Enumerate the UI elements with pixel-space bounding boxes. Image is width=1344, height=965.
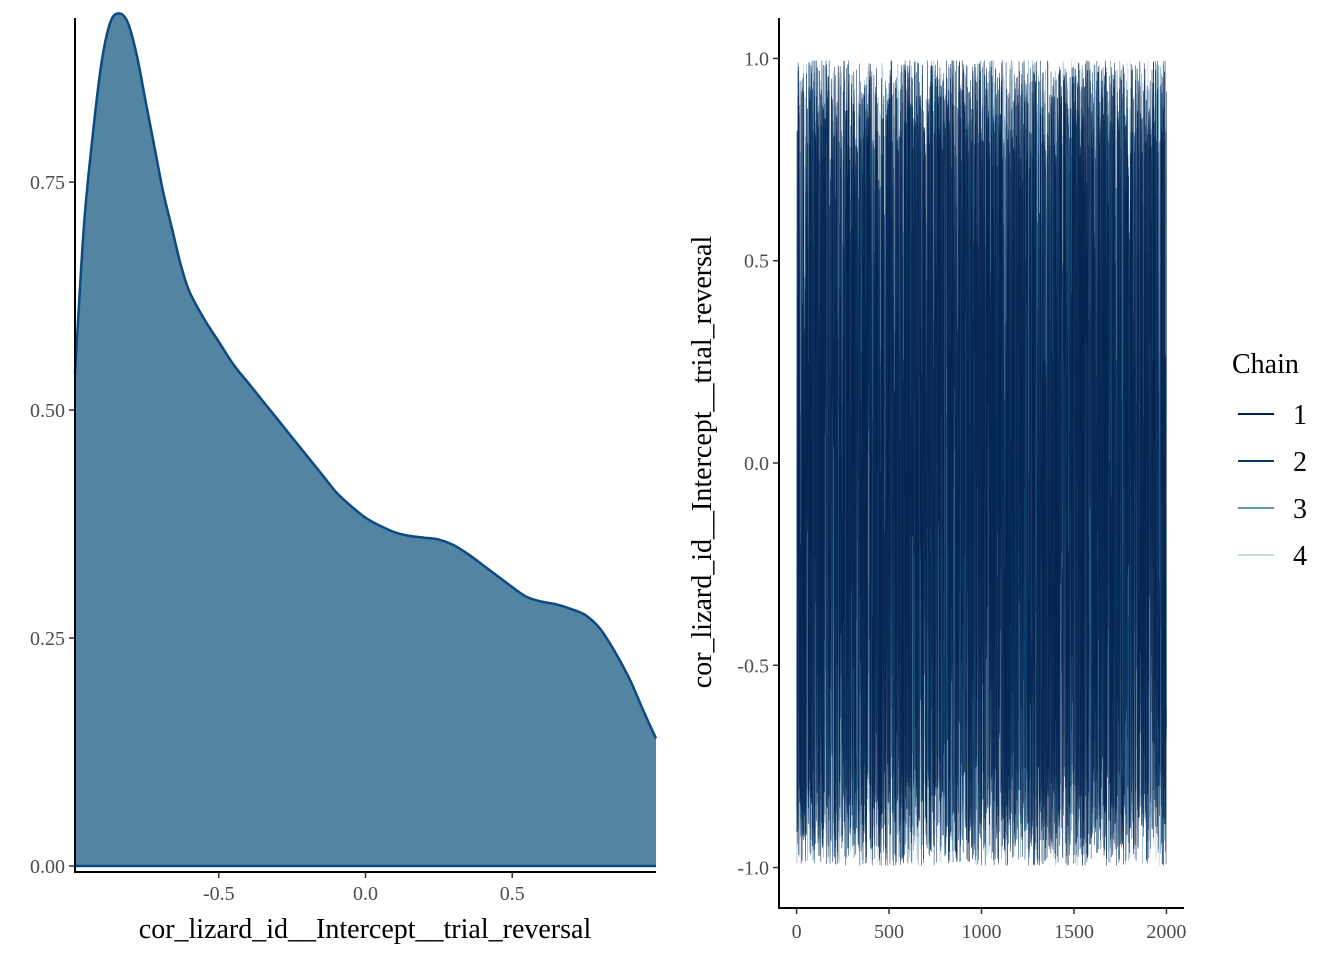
trace-y-tick-label: 0.5 [744,251,769,273]
density-x-ticks: -0.5 0.0 0.5 [203,872,525,905]
trace-x-tick-label: 1500 [1054,921,1094,943]
legend-label-chain-4: 4 [1293,541,1307,572]
trace-x-ticks: 0 500 1000 1500 2000 [792,908,1186,943]
legend-label-chain-1: 1 [1293,400,1307,431]
trace-y-tick-label: -0.5 [737,655,769,677]
legend-items: 1 2 3 4 [1238,400,1307,572]
trace-chain-1-line [796,60,1167,866]
density-y-tick-label: 0.75 [30,172,65,194]
trace-x-tick-label: 1000 [962,921,1002,943]
density-x-tick-label: -0.5 [203,883,235,905]
density-area [75,13,656,866]
density-x-tick-label: 0.0 [353,883,378,905]
legend-label-chain-3: 3 [1293,494,1307,525]
legend-label-chain-2: 2 [1293,447,1307,478]
trace-x-tick-label: 2000 [1146,921,1186,943]
density-x-tick-label: 0.5 [500,883,525,905]
density-y-tick-label: 0.50 [30,400,65,422]
trace-lines [796,60,1167,866]
trace-panel: -1.0 -0.5 0.0 0.5 1.0 0 500 1000 1500 2000 cor_l… [687,18,1186,943]
density-y-ticks: 0.00 0.25 0.50 0.75 [30,172,75,878]
density-panel: 0.00 0.25 0.50 0.75 -0.5 0.0 0.5 cor_lizard_i… [30,12,658,945]
chain-legend: Chain 1 2 3 4 [1232,349,1307,572]
trace-y-axis-title: cor_lizard_id__Intercept__trial_reversal [687,236,718,689]
trace-y-tick-label: 1.0 [744,48,769,70]
density-x-axis-title: cor_lizard_id__Intercept__trial_reversal [139,914,592,945]
density-y-tick-label: 0.25 [30,628,65,650]
trace-y-ticks: -1.0 -0.5 0.0 0.5 1.0 [737,48,779,880]
trace-y-tick-label: -1.0 [737,858,769,880]
trace-x-tick-label: 0 [792,921,802,943]
legend-title: Chain [1232,349,1299,380]
density-y-tick-label: 0.00 [30,856,65,878]
density-line [73,12,658,739]
trace-y-tick-label: 0.0 [744,453,769,475]
trace-x-tick-label: 500 [874,921,904,943]
